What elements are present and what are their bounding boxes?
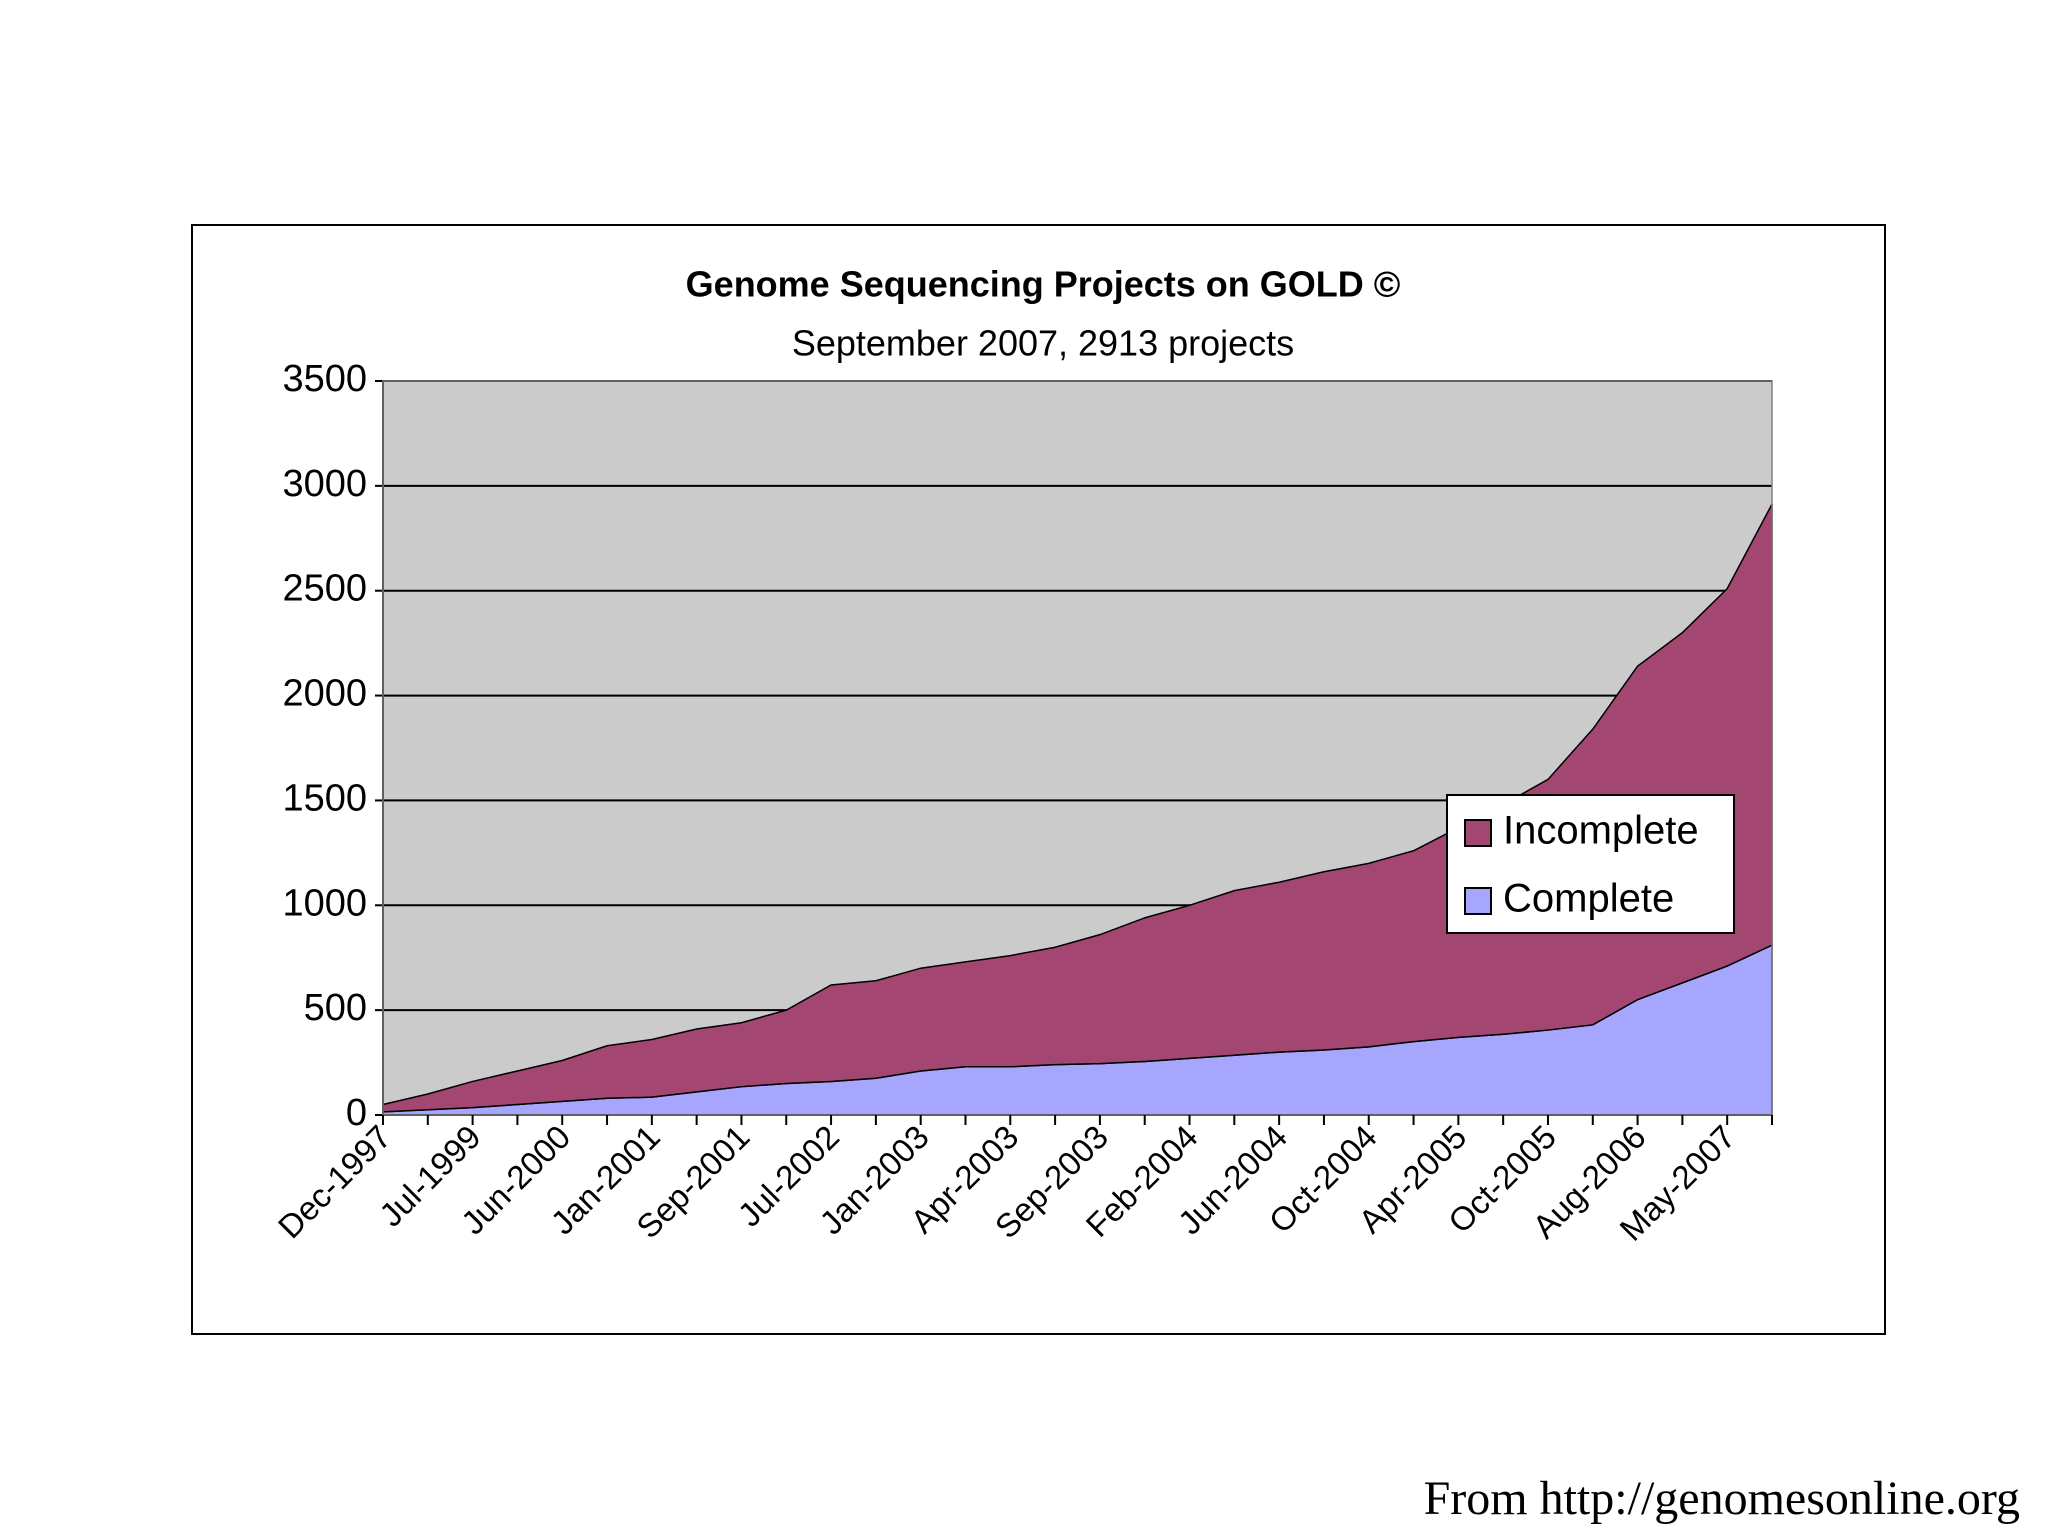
legend-swatch (1464, 819, 1492, 847)
legend-label: Incomplete (1503, 809, 1699, 853)
y-tick-label: 2000 (282, 673, 367, 715)
chart-title: Genome Sequencing Projects on GOLD © (686, 264, 1401, 305)
y-tick-label: 1000 (282, 882, 367, 924)
plot-border (382, 380, 1773, 1116)
chart-subtitle: September 2007, 2913 projects (792, 323, 1294, 364)
y-tick-label: 3500 (282, 358, 367, 400)
source-note: From http://genomesonline.org (1424, 1472, 2020, 1525)
y-tick-label: 500 (304, 987, 367, 1029)
y-tick-label: 1500 (282, 777, 367, 819)
legend-swatch (1464, 887, 1492, 915)
y-tick-label: 3000 (282, 463, 367, 505)
legend-box (1446, 794, 1735, 934)
legend-label: Complete (1503, 877, 1674, 921)
y-tick-label: 0 (346, 1092, 367, 1134)
y-tick-label: 2500 (282, 568, 367, 610)
